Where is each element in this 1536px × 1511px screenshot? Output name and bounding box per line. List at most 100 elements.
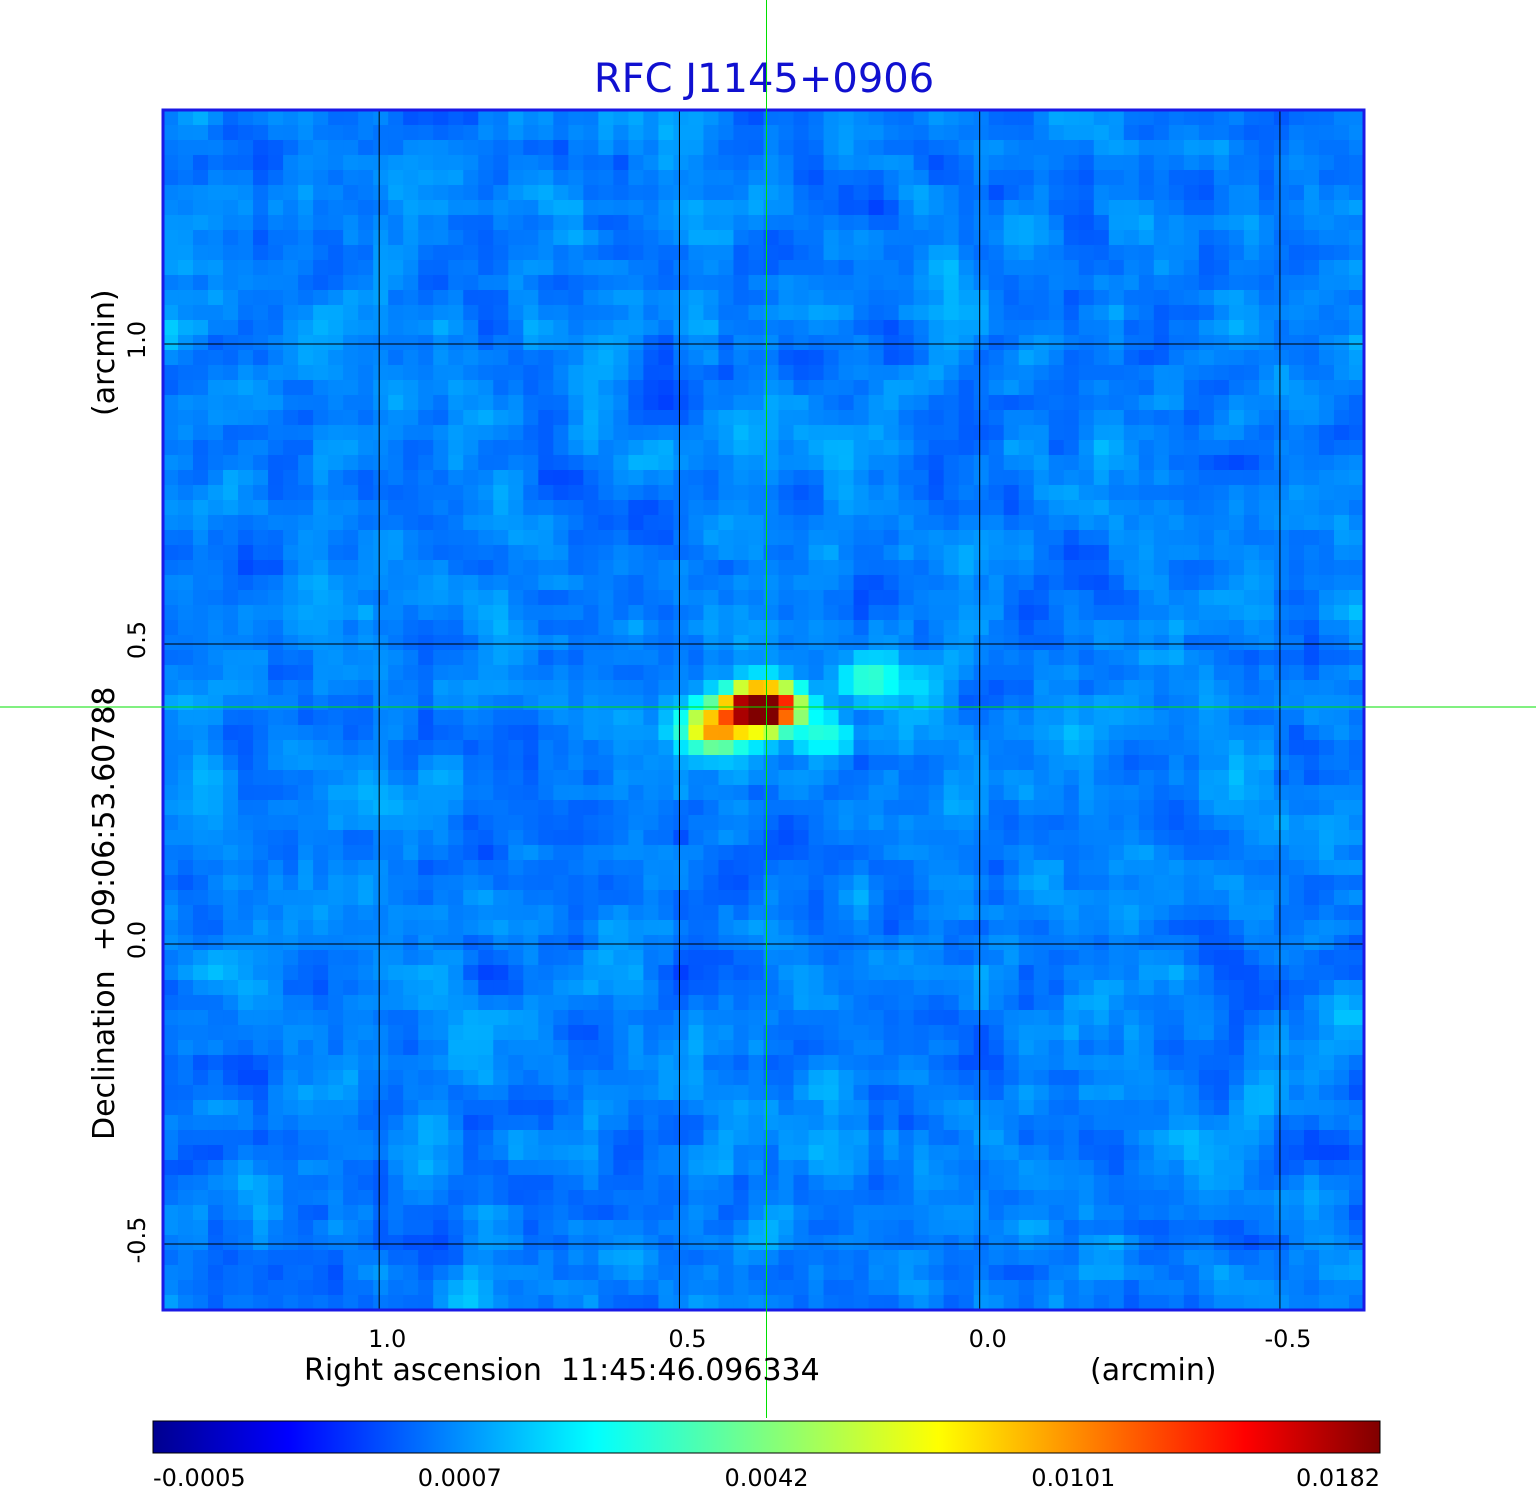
- heatmap-cell: [928, 635, 945, 651]
- heatmap-cell: [1048, 515, 1065, 531]
- heatmap-cell: [853, 230, 870, 246]
- heatmap-cell: [463, 1010, 479, 1026]
- heatmap-cell: [1093, 950, 1110, 966]
- heatmap-cell: [1243, 575, 1260, 591]
- heatmap-cell: [913, 170, 930, 186]
- heatmap-cell: [538, 1040, 554, 1056]
- heatmap-cell: [1048, 995, 1065, 1011]
- heatmap-cell: [658, 995, 675, 1011]
- heatmap-cell: [1093, 455, 1110, 471]
- heatmap-cell: [208, 950, 224, 966]
- heatmap-cell: [1243, 755, 1260, 771]
- heatmap-cell: [628, 695, 644, 711]
- heatmap-cell: [943, 125, 960, 141]
- heatmap-cell: [358, 905, 374, 921]
- heatmap-cell: [913, 335, 930, 351]
- heatmap-cell: [523, 770, 539, 786]
- heatmap-cell: [343, 260, 359, 276]
- heatmap-cell: [328, 785, 344, 801]
- heatmap-cell: [163, 845, 179, 861]
- heatmap-cell: [763, 860, 780, 876]
- heatmap-cell: [1168, 875, 1185, 891]
- heatmap-cell: [1303, 485, 1320, 501]
- heatmap-cell: [658, 140, 675, 156]
- heatmap-cell: [1078, 875, 1095, 891]
- heatmap-cell: [1168, 890, 1185, 906]
- heatmap-cell: [1213, 710, 1230, 726]
- heatmap-cell: [643, 980, 660, 996]
- heatmap-cell: [658, 455, 675, 471]
- heatmap-cell: [373, 560, 389, 576]
- heatmap-cell: [718, 470, 735, 486]
- heatmap-cell: [478, 935, 494, 951]
- heatmap-cell: [1108, 380, 1125, 396]
- heatmap-cell: [1318, 665, 1335, 681]
- heatmap-cell: [1033, 230, 1050, 246]
- heatmap-cell: [793, 1025, 810, 1041]
- heatmap-cell: [1243, 785, 1260, 801]
- heatmap-cell: [568, 830, 584, 846]
- heatmap-cell: [1183, 590, 1200, 606]
- heatmap-cell: [883, 950, 900, 966]
- heatmap-cell: [1258, 185, 1275, 201]
- heatmap-cell: [1228, 260, 1245, 276]
- heatmap-cell: [433, 350, 449, 366]
- heatmap-cell: [328, 740, 344, 756]
- heatmap-cell: [778, 380, 795, 396]
- heatmap-cell: [178, 995, 194, 1011]
- heatmap-cell: [838, 320, 855, 336]
- heatmap-cell: [1093, 665, 1110, 681]
- heatmap-cell: [898, 425, 915, 441]
- heatmap-cell: [1198, 110, 1215, 126]
- heatmap-cell: [433, 800, 449, 816]
- heatmap-cell: [928, 725, 945, 741]
- heatmap-cell: [1153, 110, 1170, 126]
- heatmap-cell: [298, 560, 314, 576]
- heatmap-cell: [598, 905, 614, 921]
- heatmap-cell: [703, 755, 720, 771]
- heatmap-cell: [793, 590, 810, 606]
- heatmap-cell: [1018, 770, 1035, 786]
- heatmap-cell: [823, 140, 840, 156]
- heatmap-cell: [283, 320, 299, 336]
- heatmap-cell: [178, 575, 194, 591]
- heatmap-cell: [988, 395, 1005, 411]
- heatmap-cell: [598, 860, 614, 876]
- heatmap-cell: [868, 350, 885, 366]
- heatmap-cell: [1138, 260, 1155, 276]
- heatmap-cell: [238, 650, 254, 666]
- heatmap-cell: [898, 695, 915, 711]
- heatmap-cell: [808, 650, 825, 666]
- heatmap-cell: [1063, 215, 1080, 231]
- heatmap-cell: [823, 695, 840, 711]
- heatmap-cell: [493, 725, 509, 741]
- heatmap-cell: [853, 905, 870, 921]
- heatmap-cell: [598, 875, 614, 891]
- heatmap-cell: [1303, 380, 1320, 396]
- heatmap-cell: [1153, 755, 1170, 771]
- heatmap-cell: [733, 395, 750, 411]
- heatmap-cell: [838, 305, 855, 321]
- heatmap-cell: [1063, 695, 1080, 711]
- heatmap-cell: [838, 545, 855, 561]
- heatmap-cell: [1003, 515, 1020, 531]
- heatmap-cell: [1303, 725, 1320, 741]
- heatmap-cell: [568, 320, 584, 336]
- heatmap-cell: [1108, 755, 1125, 771]
- heatmap-cell: [853, 425, 870, 441]
- heatmap-cell: [598, 155, 614, 171]
- heatmap-cell: [1048, 365, 1065, 381]
- heatmap-cell: [553, 365, 569, 381]
- heatmap-cell: [1048, 1025, 1065, 1041]
- heatmap-cell: [1063, 830, 1080, 846]
- heatmap-cell: [613, 230, 629, 246]
- heatmap-cell: [598, 140, 614, 156]
- heatmap-cell: [553, 860, 569, 876]
- heatmap-cell: [1153, 725, 1170, 741]
- heatmap-cell: [1273, 890, 1290, 906]
- heatmap-cell: [703, 785, 720, 801]
- heatmap-cell: [658, 740, 675, 756]
- heatmap-cell: [793, 935, 810, 951]
- heatmap-cell: [1258, 905, 1275, 921]
- heatmap-cell: [1123, 860, 1140, 876]
